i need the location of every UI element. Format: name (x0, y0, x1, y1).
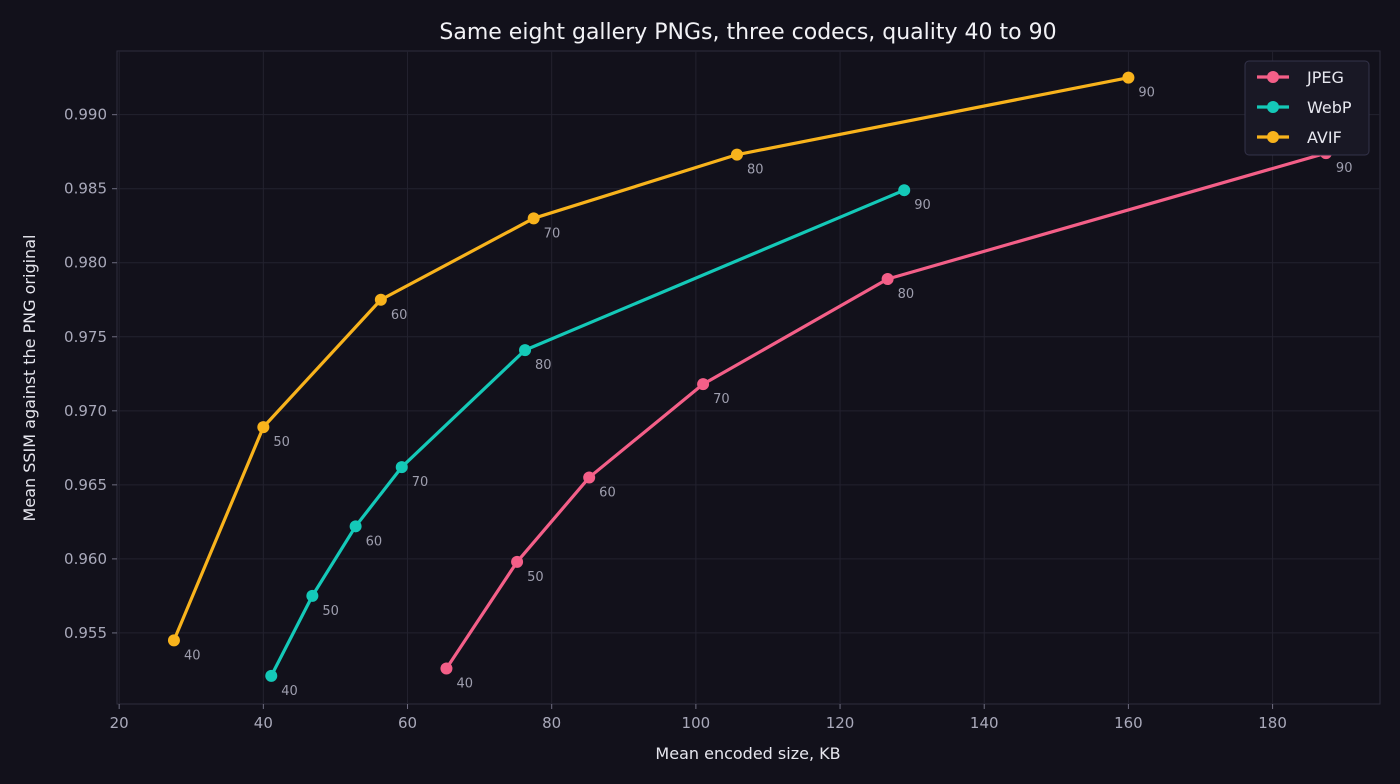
plot-frame (116, 50, 1381, 705)
x-tick-label: 140 (970, 714, 999, 732)
point-label-avif: 40 (184, 648, 201, 663)
y-tick-label: 0.985 (64, 180, 107, 198)
y-tick-label: 0.970 (64, 402, 107, 420)
x-axis-label: Mean encoded size, KB (655, 744, 840, 763)
legend: JPEG WebP AVIF (1244, 60, 1370, 156)
point-label-webp: 70 (412, 475, 429, 490)
point-label-jpeg: 70 (713, 392, 730, 407)
x-axis-ticks: 20 40 60 80 100 120 140 160 180 (110, 704, 1287, 732)
x-tick-label: 60 (398, 714, 417, 732)
data-point-avif (374, 293, 387, 306)
point-label-avif: 50 (273, 435, 290, 450)
series-layer: 40 50 60 70 80 90 40 50 60 70 80 90 40 50 60 70 80 90 (167, 71, 1353, 699)
data-point-webp (349, 520, 362, 533)
y-tick-label: 0.990 (64, 106, 107, 124)
x-tick-label: 120 (826, 714, 855, 732)
chart-title: Same eight gallery PNGs, three codecs, q… (439, 20, 1056, 45)
point-label-jpeg: 80 (898, 287, 915, 302)
point-label-jpeg: 60 (599, 485, 616, 500)
x-tick-label: 20 (110, 714, 129, 732)
point-label-jpeg: 50 (527, 570, 544, 585)
data-point-jpeg (440, 662, 453, 675)
point-label-jpeg: 90 (1336, 161, 1353, 176)
y-tick-label: 0.975 (64, 328, 107, 346)
y-tick-label: 0.955 (64, 624, 107, 642)
legend-marker-webp (1267, 101, 1279, 113)
point-label-webp: 80 (535, 358, 552, 373)
x-tick-label: 40 (254, 714, 273, 732)
y-tick-label: 0.960 (64, 550, 107, 568)
data-point-jpeg (583, 471, 596, 484)
point-label-avif: 90 (1138, 86, 1155, 101)
legend-marker-jpeg (1267, 71, 1279, 83)
data-point-webp (395, 461, 408, 474)
data-point-webp (265, 669, 278, 682)
legend-label-webp: WebP (1307, 98, 1352, 117)
legend-label-jpeg: JPEG (1306, 68, 1344, 87)
data-point-avif (1122, 71, 1135, 84)
data-point-avif (527, 212, 540, 225)
x-tick-label: 80 (542, 714, 561, 732)
data-point-webp (519, 344, 532, 357)
x-tick-label: 180 (1258, 714, 1287, 732)
point-label-webp: 40 (281, 684, 298, 699)
data-point-jpeg (697, 378, 710, 391)
legend-box (1244, 60, 1370, 156)
legend-label-avif: AVIF (1307, 128, 1342, 147)
data-point-webp (898, 184, 911, 197)
series-line-jpeg (444, 151, 1328, 671)
point-label-avif: 60 (391, 308, 408, 323)
data-point-avif (730, 148, 743, 161)
plot-area (116, 50, 1381, 705)
data-point-avif (167, 634, 180, 647)
point-label-webp: 60 (366, 534, 383, 549)
data-point-jpeg (511, 555, 524, 568)
data-point-webp (306, 589, 319, 602)
point-label-jpeg: 40 (456, 676, 473, 691)
point-label-avif: 80 (747, 163, 764, 178)
series-webp: 40 50 60 70 80 90 (265, 184, 931, 699)
x-tick-label: 100 (682, 714, 711, 732)
y-axis-label: Mean SSIM against the PNG original (20, 235, 39, 522)
y-tick-label: 0.965 (64, 476, 107, 494)
series-avif: 40 50 60 70 80 90 (167, 71, 1155, 663)
y-axis-ticks: 0.955 0.960 0.965 0.970 0.975 0.980 0.985 0.990 (64, 106, 117, 642)
y-tick-label: 0.980 (64, 254, 107, 272)
series-line-webp (269, 188, 906, 678)
legend-marker-avif (1267, 131, 1279, 143)
point-label-webp: 90 (914, 198, 931, 213)
grid-lines (117, 51, 1380, 704)
point-label-avif: 70 (544, 226, 561, 241)
data-point-jpeg (881, 273, 894, 286)
x-tick-label: 160 (1114, 714, 1143, 732)
series-line-avif (172, 76, 1131, 642)
data-point-avif (257, 421, 270, 434)
point-label-webp: 50 (322, 604, 339, 619)
